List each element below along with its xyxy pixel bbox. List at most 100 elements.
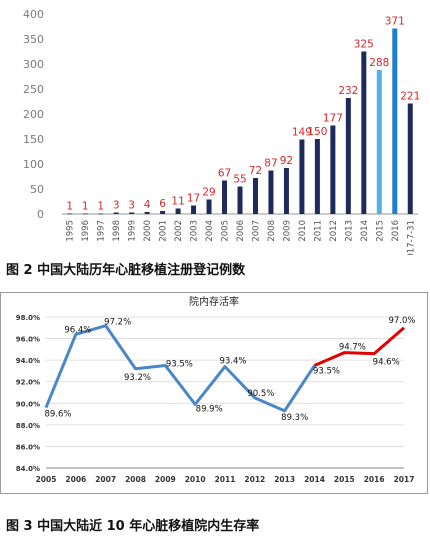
x-tick-label: 2014 xyxy=(360,220,370,242)
bar-2003 xyxy=(191,205,197,214)
point-label: 94.7% xyxy=(339,343,366,353)
point-label: 89.6% xyxy=(44,410,71,420)
series-line-2 xyxy=(313,326,405,367)
registry-bar-chart: 0 50 100 150 200 250 300 350 400 1 1995 1 1996 1 1997 3… xyxy=(23,8,420,255)
bar-1999 xyxy=(129,212,135,214)
bar-2004 xyxy=(206,199,212,214)
data-label-2004: 29 xyxy=(202,187,215,199)
bar-2002 xyxy=(175,208,181,214)
y-tick-label: 88.0% xyxy=(16,422,40,430)
point-label: 89.9% xyxy=(196,404,223,414)
x-tick-label: 2008 xyxy=(125,475,146,484)
data-label-1998: 3 xyxy=(113,200,120,212)
x-tick-label: 2012 xyxy=(329,220,339,242)
bar-1997 xyxy=(98,213,104,215)
bar-2016 xyxy=(392,28,398,214)
y-tick-label: 300 xyxy=(23,58,44,71)
point-label: 97.2% xyxy=(104,318,131,328)
data-label-1997: 1 xyxy=(97,201,104,213)
x-tick-label: 1997 xyxy=(97,220,107,242)
point-label: 89.3% xyxy=(281,413,308,423)
data-label-2009: 92 xyxy=(280,155,293,167)
point-label: 97.0% xyxy=(388,316,415,326)
data-label-2003: 17 xyxy=(187,193,200,205)
bar-1996 xyxy=(82,213,88,215)
x-tick-label: 2017 xyxy=(394,475,415,484)
x-tick-label: 2009 xyxy=(155,475,176,484)
y-tick-label: 400 xyxy=(23,8,44,21)
data-label-1995: 1 xyxy=(66,201,73,213)
point-label: 96.4% xyxy=(64,325,91,335)
bar-2001 xyxy=(160,211,166,214)
x-tick-label: 2000 xyxy=(143,220,153,242)
x-tick-label: 1996 xyxy=(81,220,91,242)
bar-2013 xyxy=(345,98,351,214)
data-label-2010: 149 xyxy=(292,127,312,139)
figure-2-caption: 图 2 中国大陆历年心脏移植注册登记例数 xyxy=(6,263,246,278)
survival-chart-frame xyxy=(0,292,428,494)
data-label-2001: 6 xyxy=(159,198,166,210)
x-tick-label: 2015 xyxy=(334,475,355,484)
x-tick-label: 1995 xyxy=(66,220,76,242)
chart-title: 院内存活率 xyxy=(189,295,239,308)
data-label-2002: 11 xyxy=(171,196,184,208)
survival-line-chart: 院内存活率 84.0% 86.0% 88.0% 90.0% 92.0% 94.0% 96.0%… xyxy=(16,295,416,484)
x-tick-label: 2010 xyxy=(185,475,206,484)
bar-2017-7-31 xyxy=(407,103,413,214)
y-tick-label: 200 xyxy=(23,108,44,121)
bar-2009 xyxy=(283,168,289,214)
x-tick-label: 2007 xyxy=(251,220,261,242)
x-tick-label: 2012 xyxy=(244,475,265,484)
point-label: 93.5% xyxy=(166,360,193,370)
point-label: 93.5% xyxy=(313,367,340,377)
bar-1995 xyxy=(67,213,73,215)
figure-3-caption: 图 3 中国大陆近 10 年心脏移植院内生存率 xyxy=(6,519,260,534)
x-tick-label: 2017-7-31 xyxy=(406,220,416,255)
point-label: 94.6% xyxy=(373,358,400,368)
x-tick-label: 1999 xyxy=(128,220,138,242)
x-tick-label: 2007 xyxy=(95,475,116,484)
data-label-2013: 232 xyxy=(338,85,358,97)
x-tick-label: 2013 xyxy=(344,220,354,242)
x-tick-label: 2006 xyxy=(236,220,246,242)
data-label-2015: 288 xyxy=(369,57,389,69)
x-tick-label: 2001 xyxy=(159,220,169,242)
data-label-2005: 67 xyxy=(218,168,231,180)
y-tick-label: 86.0% xyxy=(16,443,40,451)
bar-2014 xyxy=(361,51,367,214)
point-label: 93.4% xyxy=(219,357,246,367)
x-tick-label: 2005 xyxy=(221,220,231,242)
bar-1998 xyxy=(113,212,119,214)
x-tick-label: 2011 xyxy=(313,220,323,242)
x-tick-label: 2009 xyxy=(282,220,292,242)
data-label-2016: 371 xyxy=(385,16,405,28)
bar-2008 xyxy=(268,170,274,214)
x-tick-label: 2015 xyxy=(375,220,385,242)
x-tick-label: 2014 xyxy=(304,475,325,484)
data-label-1999: 3 xyxy=(128,200,135,212)
bar-2010 xyxy=(299,139,305,214)
y-tick-label: 150 xyxy=(23,133,44,146)
bar-2011 xyxy=(314,139,320,214)
bar-2015 xyxy=(376,70,382,214)
x-tick-label: 1998 xyxy=(112,220,122,242)
data-label-2017-7-31: 221 xyxy=(400,91,420,103)
data-label-2012: 177 xyxy=(323,113,343,125)
y-tick-label: 96.0% xyxy=(16,336,40,344)
series-line-1 xyxy=(44,324,316,413)
x-tick-label: 2003 xyxy=(190,220,200,242)
bar-2007 xyxy=(252,178,258,214)
point-label: 93.2% xyxy=(124,373,151,383)
y-tick-label: 98.0% xyxy=(16,314,40,322)
data-label-2007: 72 xyxy=(249,165,262,177)
x-tick-label: 2004 xyxy=(205,220,215,242)
y-tick-label: 250 xyxy=(23,83,44,96)
data-label-2011: 150 xyxy=(307,126,327,138)
y-tick-label: 0 xyxy=(37,208,44,221)
y-tick-label: 90.0% xyxy=(16,400,40,408)
y-tick-label: 92.0% xyxy=(16,379,40,387)
x-tick-label: 2005 xyxy=(36,475,57,484)
data-label-2006: 55 xyxy=(233,174,246,186)
data-label-2014: 325 xyxy=(354,39,374,51)
bar-2006 xyxy=(237,186,243,214)
